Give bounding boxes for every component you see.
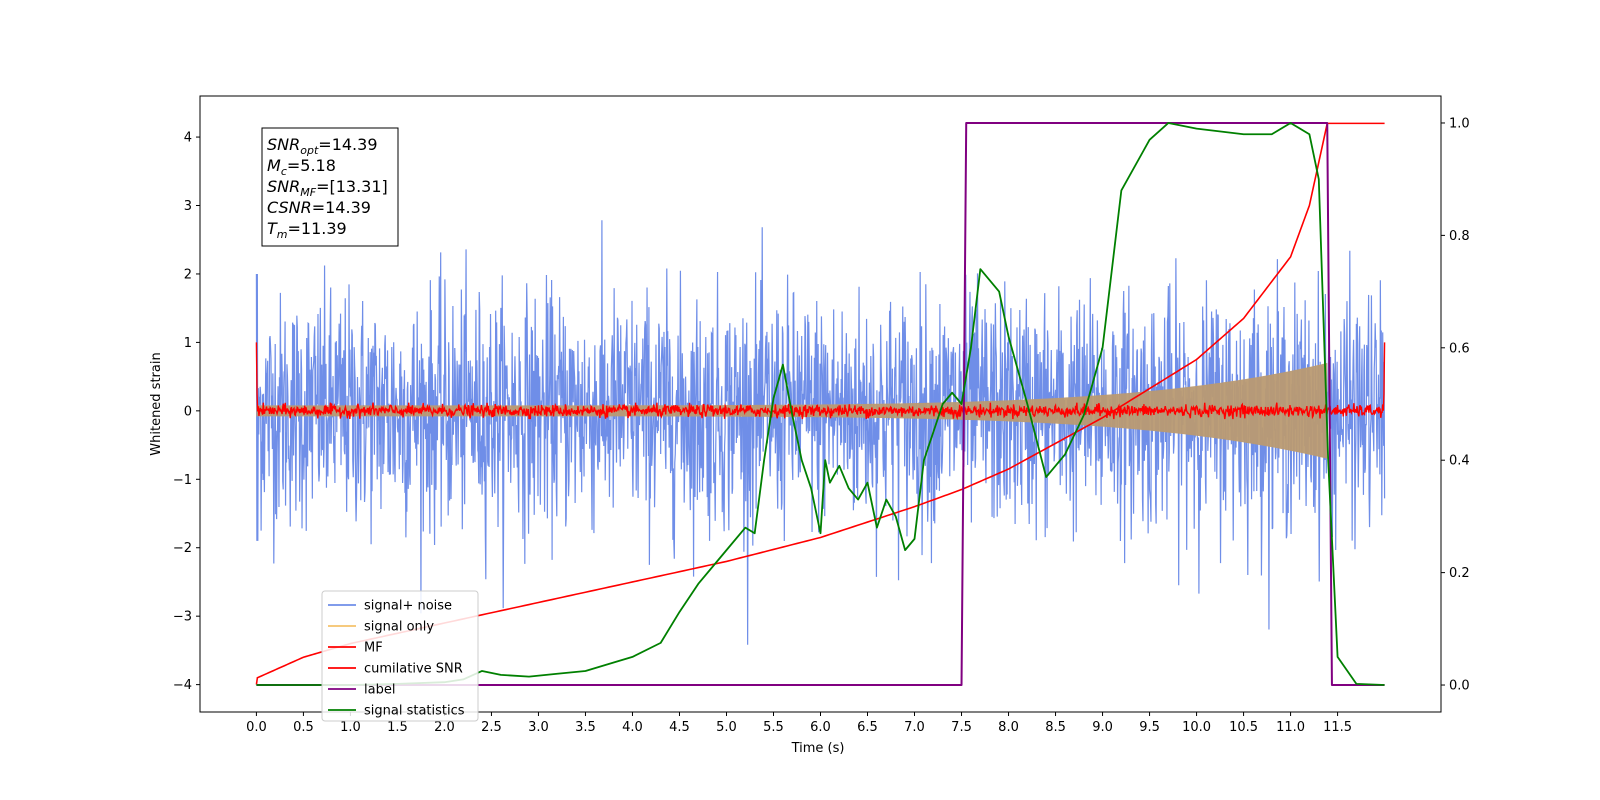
x-tick-label: 0.0 [246,720,267,735]
legend-frame [321,590,479,722]
y2-tick-label: 0.8 [1449,229,1470,244]
series-label-line [256,121,1385,687]
legend-entry: cumilative SNR [364,662,463,677]
y2-tick-label: 0.4 [1449,454,1470,469]
y-tick-label: 3 [184,199,192,214]
info-box-frame [261,127,399,247]
x-tick-label: 7.5 [951,720,972,735]
x-tick-label: 1.5 [387,720,408,735]
x-tick-label: 9.0 [1092,720,1113,735]
y-tick-label: −1 [173,473,192,488]
x-tick-label: 8.5 [1045,720,1066,735]
y-tick-label: −4 [173,678,192,693]
axes-layer: 0.0 0.5 1.0 1.5 2.0 2.5 3.0 3.5 4.0 4.5 5.0 5.5 6.0 6… [173,116,1470,735]
y-tick-label: 4 [184,131,192,146]
legend-entry: label [364,683,395,698]
y2-tick-label: 1.0 [1449,116,1470,131]
y2-tick-label: 0.2 [1449,566,1470,581]
x-tick-label: 5.0 [716,720,737,735]
x-tick-label: 4.5 [669,720,690,735]
series-signal-statistics-line [256,122,1385,686]
x-tick-label: 1.0 [340,720,361,735]
y-axis-label: Whitened strain [149,352,164,455]
legend-entry: signal only [364,620,434,635]
x-tick-label: 3.0 [528,720,549,735]
x-tick-label: 9.5 [1139,720,1160,735]
x-tick-label: 11.5 [1323,720,1352,735]
y-tick-label: −3 [173,610,192,625]
info-box-line: Tm=11.39 [267,219,347,241]
y2-tick-label: 0.6 [1449,341,1470,356]
info-box: SNRopt=14.39Mc=5.18SNRMF=[13.31]CSNR=14.… [261,127,399,247]
x-axis-label: Time (s) [791,741,845,756]
x-tick-label: 6.5 [857,720,878,735]
x-tick-label: 5.5 [763,720,784,735]
y-tick-label: −2 [173,541,192,556]
info-box-line: Mc=5.18 [267,156,336,178]
x-tick-label: 8.0 [998,720,1019,735]
legend-entry: signal statistics [364,704,465,719]
info-box-line: SNRopt=14.39 [267,135,378,157]
legend-entry: signal+ noise [364,599,452,614]
y-tick-label: 2 [184,267,192,282]
y-tick-label: 1 [184,336,192,351]
y-tick-label: 0 [184,404,192,419]
x-tick-label: 7.0 [904,720,925,735]
series-mf-line [255,342,1386,421]
y2-tick-label: 0.0 [1449,679,1470,694]
legend-entry: MF [364,641,383,656]
info-box-line: SNRMF=[13.31] [267,177,388,199]
x-tick-label: 6.0 [810,720,831,735]
x-tick-label: 11.0 [1276,720,1305,735]
legend: signal+ noise signal only MF cumilative SNR… [321,590,479,722]
x-tick-label: 2.5 [481,720,502,735]
x-tick-label: 4.0 [622,720,643,735]
x-tick-label: 3.5 [575,720,596,735]
x-tick-label: 10.0 [1182,720,1211,735]
x-tick-label: 0.5 [293,720,314,735]
info-box-line: CSNR=14.39 [267,198,371,217]
x-tick-label: 10.5 [1229,720,1258,735]
x-tick-label: 2.0 [434,720,455,735]
